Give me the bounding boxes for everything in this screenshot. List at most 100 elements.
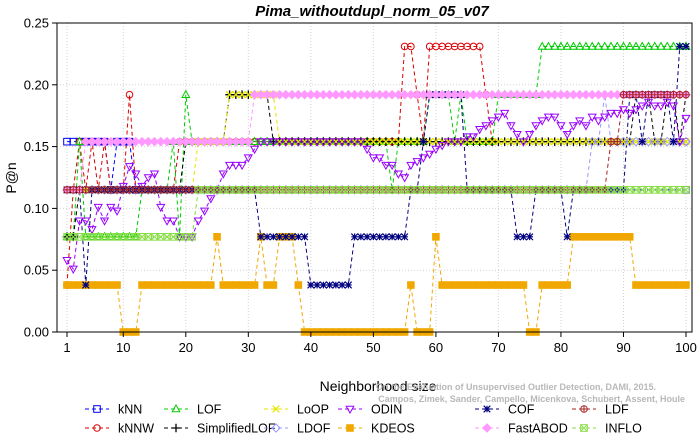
- data-point-kdeos: [407, 281, 415, 289]
- data-point-loop: [507, 137, 515, 146]
- data-point-ldf: [150, 186, 159, 194]
- data-point-fastabod: [212, 136, 222, 147]
- data-point-ldf: [88, 186, 96, 194]
- data-point-cof: [82, 281, 90, 289]
- legend-marker-swatch: [345, 405, 355, 415]
- data-point-odin: [156, 203, 166, 213]
- x-axis-ticks: 1 10 20 30 40 50 60 70 80 90 100: [63, 332, 697, 355]
- citation-watermark: Campos, Zimek, Sander, Campello, Micenko…: [376, 382, 685, 404]
- data-point-ldf: [113, 186, 121, 194]
- data-point-fastabod: [481, 89, 491, 100]
- y-tick-label: 0.00: [24, 325, 49, 340]
- y-axis-ticks: 0.00 0.05 0.10 0.15 0.20 0.25: [24, 16, 57, 340]
- data-point-lof: [606, 41, 616, 50]
- series-line-lof: [67, 45, 686, 238]
- data-point-fastabod: [443, 89, 454, 100]
- data-point-odin: [237, 161, 247, 171]
- data-point-lof: [587, 41, 597, 50]
- data-point-fastabod: [137, 136, 147, 147]
- data-point-kdeos: [169, 281, 178, 289]
- chart-legend: kNN kNNW LOF SimplifiedLOF LoOP LDOF ODIN KDEOS…: [85, 403, 642, 434]
- data-point-loop: [475, 137, 484, 146]
- data-point-kdeos: [569, 233, 578, 241]
- data-point-ldof: [643, 136, 654, 147]
- data-point-fastabod: [199, 136, 210, 147]
- data-point-loop: [338, 137, 346, 146]
- data-point-cof: [319, 281, 328, 289]
- x-tick-label: 40: [304, 340, 318, 355]
- data-point-kdeos: [250, 281, 259, 289]
- data-point-kdeos: [494, 281, 503, 289]
- data-point-kdeos: [550, 281, 559, 289]
- data-point-ldf: [100, 186, 109, 194]
- data-point-kdeos: [619, 233, 628, 241]
- data-point-loop: [332, 137, 340, 146]
- data-point-lof: [656, 41, 666, 50]
- data-point-cof: [300, 233, 309, 241]
- plot-frame: [56, 22, 693, 333]
- data-point-odin: [637, 102, 647, 111]
- x-tick-label: 80: [554, 340, 568, 355]
- data-point-kdeos: [163, 281, 171, 289]
- data-point-knnw: [475, 42, 484, 51]
- data-point-odin: [399, 174, 410, 183]
- data-point-odin: [675, 138, 685, 147]
- data-point-kdeos: [294, 281, 303, 289]
- data-point-fastabod: [274, 89, 285, 100]
- data-point-cof: [369, 233, 378, 241]
- data-point-fastabod: [243, 136, 254, 147]
- data-point-ldf: [106, 186, 115, 194]
- data-point-odin: [287, 138, 297, 147]
- x-tick-label: 90: [616, 340, 630, 355]
- legend-item-loop: LoOP: [264, 403, 329, 417]
- x-tick-label: 70: [491, 340, 505, 355]
- data-point-loop: [482, 137, 490, 146]
- data-point-odin: [475, 125, 485, 135]
- x-tick-label: 100: [675, 340, 697, 355]
- legend-item-lof: LOF: [164, 403, 222, 417]
- data-point-odin: [281, 138, 291, 147]
- data-point-fastabod: [287, 89, 297, 100]
- data-point-loop: [325, 137, 334, 146]
- data-point-odin: [556, 122, 566, 131]
- legend-marker-swatch: [93, 424, 101, 432]
- data-point-odin: [443, 138, 454, 147]
- legend-item-odin: ODIN: [338, 403, 402, 417]
- legend-label: kNN: [118, 403, 142, 417]
- data-point-kdeos: [113, 281, 121, 289]
- legend-marker-swatch: [483, 405, 491, 413]
- data-point-fastabod: [149, 136, 160, 147]
- data-point-kdeos: [238, 281, 246, 289]
- data-point-loop: [313, 137, 321, 146]
- data-point-ldf: [625, 90, 634, 99]
- data-point-odin: [293, 138, 303, 147]
- data-point-kdeos: [138, 281, 146, 289]
- data-point-loop: [282, 137, 290, 146]
- data-point-odin: [468, 133, 479, 142]
- legend-marker-swatch: [272, 405, 280, 413]
- data-point-lof: [643, 41, 654, 50]
- data-point-lof: [668, 41, 679, 50]
- data-point-kdeos: [613, 233, 622, 241]
- data-point-cof: [282, 233, 290, 241]
- y-tick-label: 0.15: [24, 139, 49, 154]
- x-tick-label: 10: [116, 340, 130, 355]
- data-point-cof: [382, 233, 390, 241]
- data-point-ldf: [650, 90, 659, 99]
- data-point-fastabod: [468, 89, 479, 100]
- data-point-cof: [350, 233, 359, 241]
- data-point-kdeos: [207, 281, 215, 289]
- data-point-odin: [62, 257, 72, 266]
- data-point-odin: [431, 145, 441, 155]
- data-point-fastabod: [493, 89, 504, 100]
- data-point-fastabod: [112, 136, 122, 147]
- data-point-cof: [388, 233, 396, 241]
- data-point-fastabod: [218, 136, 229, 147]
- data-point-fastabod: [574, 89, 585, 100]
- data-point-odin: [343, 138, 354, 147]
- data-point-fastabod: [231, 136, 241, 147]
- data-point-fastabod: [337, 89, 347, 100]
- data-point-fastabod: [381, 89, 391, 100]
- data-point-fastabod: [143, 136, 154, 147]
- legend-label: FastABOD: [508, 422, 568, 434]
